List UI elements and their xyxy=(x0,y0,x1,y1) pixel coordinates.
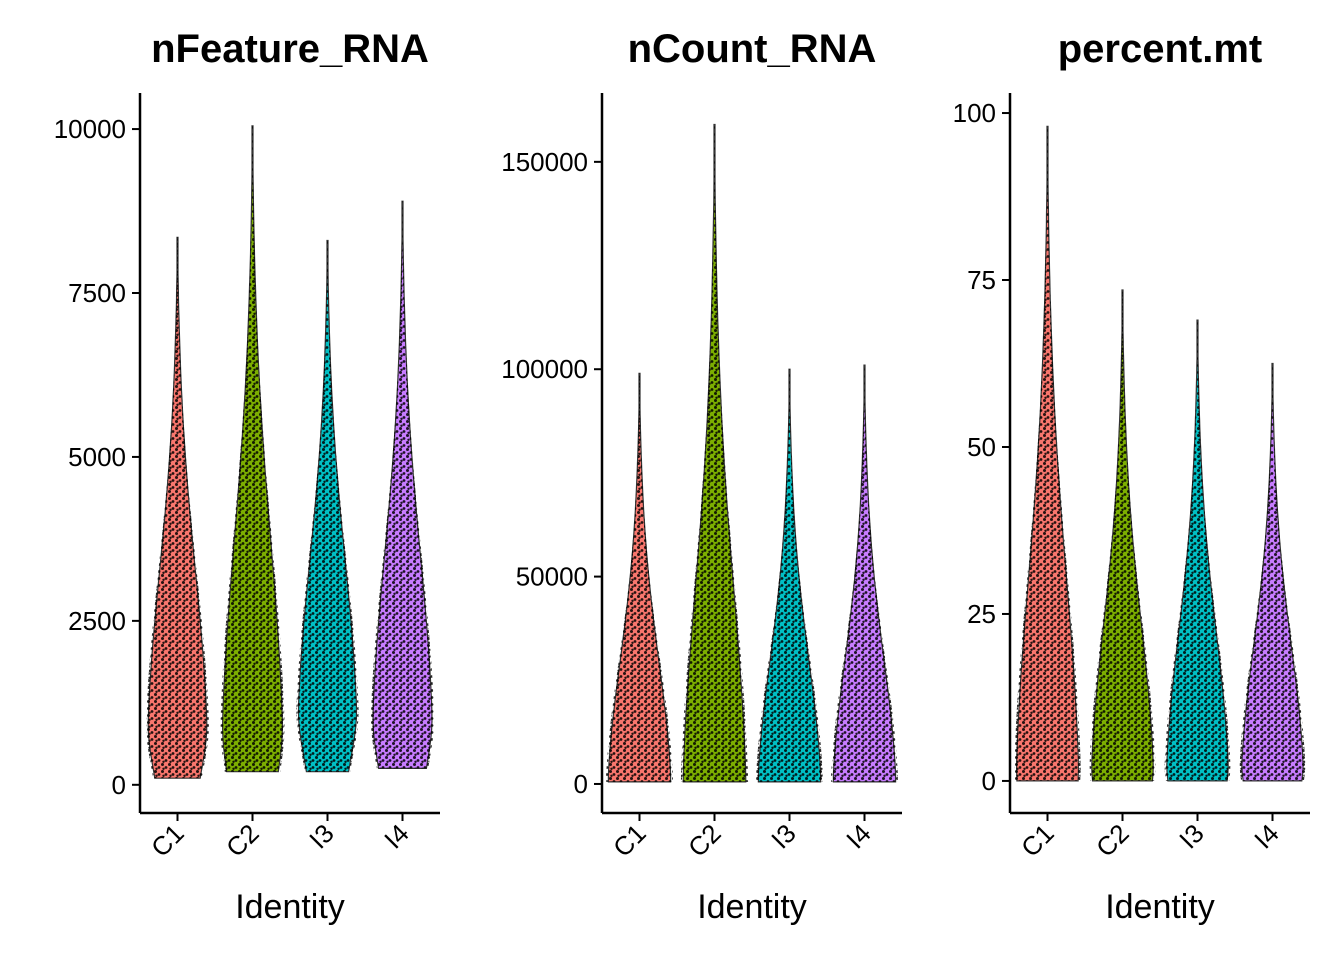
x-tick-label: I4 xyxy=(840,818,877,855)
chart-title: nFeature_RNA xyxy=(151,27,429,71)
jitter-points xyxy=(606,373,673,782)
y-tick-label: 0 xyxy=(982,766,996,796)
jitter-points xyxy=(1164,320,1231,781)
jitter-points xyxy=(370,201,435,769)
jitter-points xyxy=(220,125,285,772)
y-tick-label: 100 xyxy=(953,98,996,128)
x-tick-label: C1 xyxy=(607,818,652,863)
y-tick-label: 100000 xyxy=(501,354,588,384)
x-tick-label: I3 xyxy=(1173,818,1210,855)
chart-title: percent.mt xyxy=(1058,27,1263,71)
jitter-points xyxy=(146,237,209,779)
x-tick-label: C2 xyxy=(220,818,265,863)
y-tick-label: 10000 xyxy=(54,114,126,144)
jitter-points xyxy=(831,365,898,782)
jitter-points xyxy=(756,369,823,782)
y-tick-label: 0 xyxy=(574,769,588,799)
y-tick-label: 50000 xyxy=(516,562,588,592)
x-tick-label: C1 xyxy=(1015,818,1060,863)
y-tick-label: 25 xyxy=(967,599,996,629)
y-tick-label: 50 xyxy=(967,432,996,462)
jitter-points xyxy=(1089,290,1156,781)
chart-title: nCount_RNA xyxy=(628,27,877,71)
y-tick-label: 7500 xyxy=(68,278,126,308)
jitter-points xyxy=(1014,126,1081,781)
jitter-points xyxy=(296,240,359,772)
y-tick-label: 5000 xyxy=(68,442,126,472)
x-tick-label: C2 xyxy=(1090,818,1135,863)
y-tick-label: 150000 xyxy=(501,147,588,177)
y-tick-label: 2500 xyxy=(68,606,126,636)
y-tick-label: 0 xyxy=(112,770,126,800)
x-tick-label: C2 xyxy=(682,818,727,863)
x-axis-label: Identity xyxy=(1105,888,1215,926)
jitter-points xyxy=(1239,363,1306,781)
x-tick-label: I4 xyxy=(1248,818,1285,855)
x-tick-label: I3 xyxy=(303,818,340,855)
x-tick-label: C1 xyxy=(145,818,190,863)
jitter-points xyxy=(680,124,749,782)
y-tick-label: 75 xyxy=(967,265,996,295)
x-tick-label: I3 xyxy=(765,818,802,855)
x-tick-label: I4 xyxy=(378,818,415,855)
x-axis-label: Identity xyxy=(697,888,807,926)
x-axis-label: Identity xyxy=(235,888,345,926)
